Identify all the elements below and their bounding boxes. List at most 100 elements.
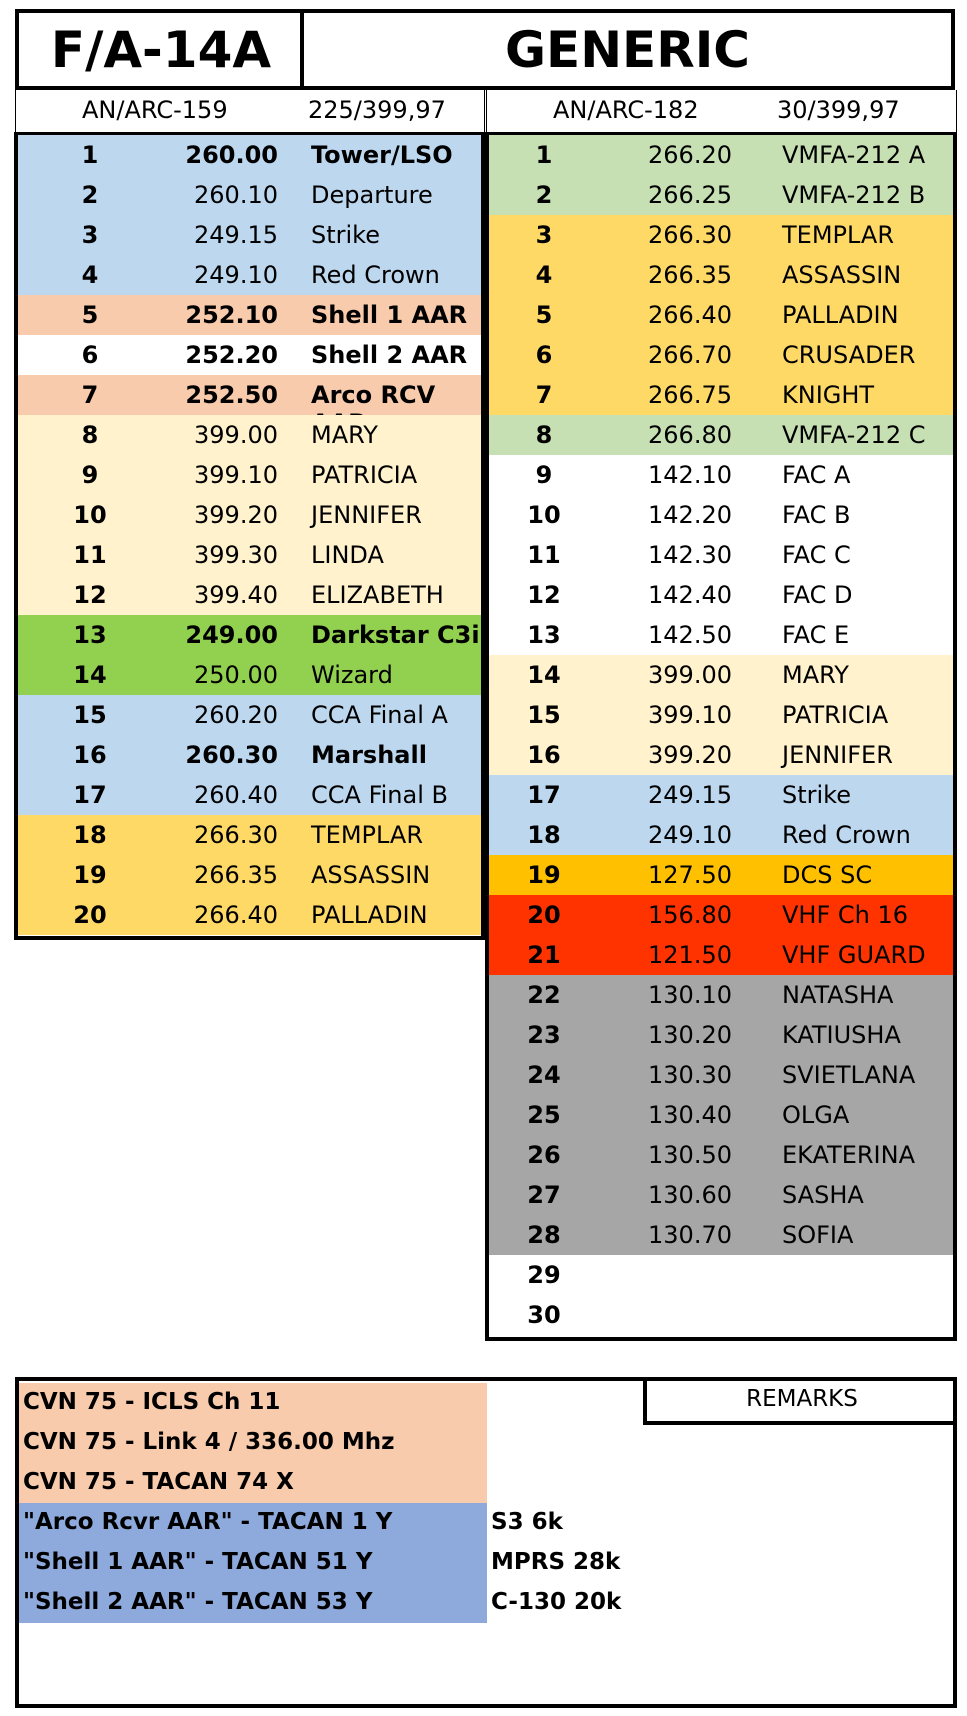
preset-frequency: 266.20: [648, 141, 732, 169]
preset-row: 22 130.10 NATASHA: [489, 975, 953, 1015]
preset-row: 16 399.20 JENNIFER: [489, 735, 953, 775]
preset-name: JENNIFER: [311, 501, 422, 529]
preset-channel: 8: [81, 421, 99, 449]
preset-name: PATRICIA: [782, 701, 889, 729]
preset-row: 5 266.40 PALLADIN: [489, 295, 953, 335]
preset-frequency: 249.10: [194, 261, 278, 289]
preset-channel: 17: [73, 781, 107, 809]
preset-name: MARY: [311, 421, 378, 449]
note-line: "Shell 1 AAR" - TACAN 51 Y: [19, 1543, 487, 1583]
preset-name: Departure: [311, 181, 433, 209]
preset-name: ASSASSIN: [782, 261, 902, 289]
preset-row: 15 260.20 CCA Final A: [18, 695, 481, 735]
preset-channel: 24: [527, 1061, 561, 1089]
preset-row: 6 252.20 Shell 2 AAR: [18, 335, 481, 375]
preset-channel: 9: [535, 461, 553, 489]
preset-channel: 14: [527, 661, 561, 689]
preset-name: KNIGHT: [782, 381, 875, 409]
preset-channel: 19: [527, 861, 561, 889]
aircraft-title: F/A-14A: [15, 9, 303, 90]
preset-channel: 22: [527, 981, 561, 1009]
preset-row: 24 130.30 SVIETLANA: [489, 1055, 953, 1095]
preset-frequency: 399.00: [648, 661, 732, 689]
preset-row: 9 142.10 FAC A: [489, 455, 953, 495]
preset-frequency: 399.20: [648, 741, 732, 769]
preset-channel: 28: [527, 1221, 561, 1249]
preset-channel: 11: [527, 541, 561, 569]
left-preset-table: 1 260.00 Tower/LSO 2 260.10 Departure 3 249.15 S…: [14, 132, 485, 940]
preset-name: FAC E: [782, 621, 850, 649]
preset-row: 10 399.20 JENNIFER: [18, 495, 481, 535]
preset-channel: 10: [73, 501, 107, 529]
preset-channel: 6: [535, 341, 553, 369]
preset-channel: 5: [81, 301, 99, 329]
preset-frequency: 130.70: [648, 1221, 732, 1249]
preset-name: EKATERINA: [782, 1141, 915, 1169]
preset-row: 15 399.10 PATRICIA: [489, 695, 953, 735]
preset-frequency: 249.10: [648, 821, 732, 849]
preset-channel: 5: [535, 301, 553, 329]
preset-frequency: 266.70: [648, 341, 732, 369]
preset-row: 26 130.50 EKATERINA: [489, 1135, 953, 1175]
preset-row: 30: [489, 1295, 953, 1335]
preset-name: NATASHA: [782, 981, 894, 1009]
preset-name: JENNIFER: [782, 741, 893, 769]
preset-channel: 2: [81, 181, 99, 209]
preset-name: SOFIA: [782, 1221, 854, 1249]
preset-frequency: 130.50: [648, 1141, 732, 1169]
preset-name: CCA Final B: [311, 781, 448, 809]
preset-frequency: 142.10: [648, 461, 732, 489]
preset-row: 2 266.25 VMFA-212 B: [489, 175, 953, 215]
preset-frequency: 260.40: [194, 781, 278, 809]
preset-frequency: 399.40: [194, 581, 278, 609]
preset-channel: 16: [527, 741, 561, 769]
preset-channel: 18: [73, 821, 107, 849]
preset-row: 3 249.15 Strike: [18, 215, 481, 255]
preset-frequency: 252.50: [185, 381, 278, 409]
preset-name: TEMPLAR: [782, 221, 895, 249]
preset-channel: 13: [527, 621, 561, 649]
note-line: "Arco Rcvr AAR" - TACAN 1 Y: [19, 1503, 487, 1543]
preset-name: FAC C: [782, 541, 851, 569]
preset-row: 9 399.10 PATRICIA: [18, 455, 481, 495]
preset-channel: 7: [535, 381, 553, 409]
right-radio-range: 30/399,97: [777, 96, 900, 124]
preset-channel: 15: [73, 701, 107, 729]
preset-frequency: 252.10: [185, 301, 278, 329]
preset-frequency: 127.50: [648, 861, 732, 889]
preset-row: 20 156.80 VHF Ch 16: [489, 895, 953, 935]
preset-row: 23 130.20 KATIUSHA: [489, 1015, 953, 1055]
preset-channel: 21: [527, 941, 561, 969]
preset-channel: 26: [527, 1141, 561, 1169]
preset-row: 11 142.30 FAC C: [489, 535, 953, 575]
preset-name: Darkstar C3i: [311, 621, 480, 649]
preset-frequency: 250.00: [194, 661, 278, 689]
preset-row: 13 142.50 FAC E: [489, 615, 953, 655]
preset-row: 19 266.35 ASSASSIN: [18, 855, 481, 895]
preset-frequency: 266.35: [194, 861, 278, 889]
preset-channel: 1: [81, 141, 99, 169]
note-line: CVN 75 - ICLS Ch 11: [19, 1383, 487, 1423]
preset-frequency: 260.30: [185, 741, 278, 769]
preset-row: 11 399.30 LINDA: [18, 535, 481, 575]
preset-channel: 14: [73, 661, 107, 689]
preset-frequency: 142.30: [648, 541, 732, 569]
preset-frequency: 130.20: [648, 1021, 732, 1049]
preset-name: OLGA: [782, 1101, 850, 1129]
preset-frequency: 142.50: [648, 621, 732, 649]
preset-frequency: 260.00: [185, 141, 278, 169]
left-radio-name: AN/ARC-159: [82, 96, 228, 124]
preset-row: 29: [489, 1255, 953, 1295]
preset-channel: 19: [73, 861, 107, 889]
left-radio-range: 225/399,97: [308, 96, 446, 124]
preset-name: TEMPLAR: [311, 821, 424, 849]
preset-frequency: 399.30: [194, 541, 278, 569]
preset-name: DCS SC: [782, 861, 873, 889]
note-line: "Shell 2 AAR" - TACAN 53 Y: [19, 1583, 487, 1623]
preset-name: KATIUSHA: [782, 1021, 901, 1049]
note-line: CVN 75 - Link 4 / 336.00 Mhz: [19, 1423, 487, 1463]
preset-channel: 27: [527, 1181, 561, 1209]
preset-row: 1 260.00 Tower/LSO: [18, 135, 481, 175]
preset-row: 14 399.00 MARY: [489, 655, 953, 695]
preset-name: SASHA: [782, 1181, 864, 1209]
